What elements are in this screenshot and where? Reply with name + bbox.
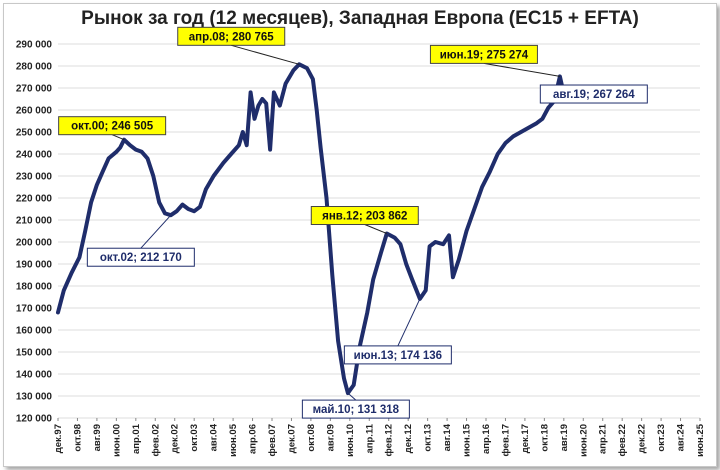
callout-leader [140,214,172,249]
y-tick-label: 290 000 [16,40,53,51]
x-tick-label: авг.99 [92,424,103,451]
chart-title: Рынок за год (12 месяцев), Западная Евро… [81,8,639,29]
x-tick-label: дек.17 [520,424,531,453]
x-tick-label: авг.14 [442,423,453,451]
callout-box [539,84,648,104]
x-tick-label: июн.25 [695,423,706,457]
callout-leader [347,392,357,401]
callout-box [301,399,410,419]
series-line [56,62,566,396]
x-tick-label: дек.07 [286,424,297,453]
callout-leader [483,62,561,77]
x-tick-label: дек.22 [637,424,648,453]
y-tick-label: 210 000 [16,216,53,227]
x-tick-label: окт.03 [189,424,200,452]
x-tick-label: окт.98 [72,424,83,452]
callout-label: окт.02; 212 170 [100,252,182,264]
callout-box [58,116,167,136]
x-tick-label: окт.08 [306,424,317,452]
callout-box [310,206,419,226]
callout-box [429,44,538,64]
callout-box [86,247,195,267]
y-tick-label: 150 000 [16,348,53,359]
x-tick-label: дек.02 [170,424,181,453]
callout-leader [364,224,387,234]
x-tick-label: окт.13 [423,424,434,452]
y-tick-label: 230 000 [16,172,53,183]
x-tick-label: окт.18 [539,424,550,452]
x-tick-label: дек.97 [53,424,64,453]
y-tick-label: 130 000 [16,392,53,403]
x-tick-label: авг.19 [559,424,570,451]
x-tick-label: фев.02 [150,424,161,457]
x-tick-label: фев.17 [500,424,511,457]
x-tick-label: апр.01 [131,423,142,454]
y-tick-label: 240 000 [16,150,53,161]
y-tick-label: 160 000 [16,326,53,337]
callout-label: авг.19; 267 264 [553,89,635,101]
x-tick-label: фев.12 [384,424,395,457]
x-tick-label: июн.05 [228,423,239,457]
y-tick-label: 140 000 [16,370,53,381]
x-tick-label: апр.21 [598,423,609,454]
x-tick-label: июн.20 [578,424,589,457]
x-tick-label: авг.04 [209,423,220,451]
callout-leader [231,44,300,65]
callout-box [177,26,286,46]
callout-box [343,345,452,365]
x-tick-label: фев.07 [267,424,278,457]
x-tick-label: окт.23 [656,424,667,452]
y-tick-label: 250 000 [16,128,53,139]
callout-leader [397,298,421,347]
callout-label: окт.00; 246 505 [71,121,154,133]
x-tick-label: июн.00 [111,424,122,457]
callout-label: июн.13; 174 136 [354,350,442,362]
y-tick-label: 120 000 [16,414,53,425]
y-tick-label: 220 000 [16,194,53,205]
y-tick-label: 200 000 [16,238,53,249]
x-tick-label: дек.12 [403,424,414,453]
x-tick-label: авг.24 [676,423,687,451]
callout-leader [111,134,125,141]
x-tick-label: авг.09 [325,424,336,451]
y-tick-label: 190 000 [16,260,53,271]
callout-label: июн.19; 275 274 [440,49,529,61]
callout-label: май.10; 131 318 [313,404,400,416]
y-tick-label: 180 000 [16,282,53,293]
callout-label: янв.12; 203 862 [322,211,407,223]
y-tick-label: 280 000 [16,62,53,73]
x-tick-label: июн.10 [345,424,356,457]
y-tick-label: 270 000 [16,84,53,95]
x-tick-label: июн.15 [462,423,473,457]
x-tick-label: апр.06 [248,424,259,454]
y-tick-label: 260 000 [16,106,53,117]
x-tick-label: апр.11 [364,423,375,453]
chart-frame [3,3,717,467]
x-tick-label: фев.22 [617,424,628,457]
callout-label: апр.08; 280 765 [189,31,275,43]
y-tick-label: 170 000 [16,304,53,315]
x-tick-label: апр.16 [481,424,492,454]
